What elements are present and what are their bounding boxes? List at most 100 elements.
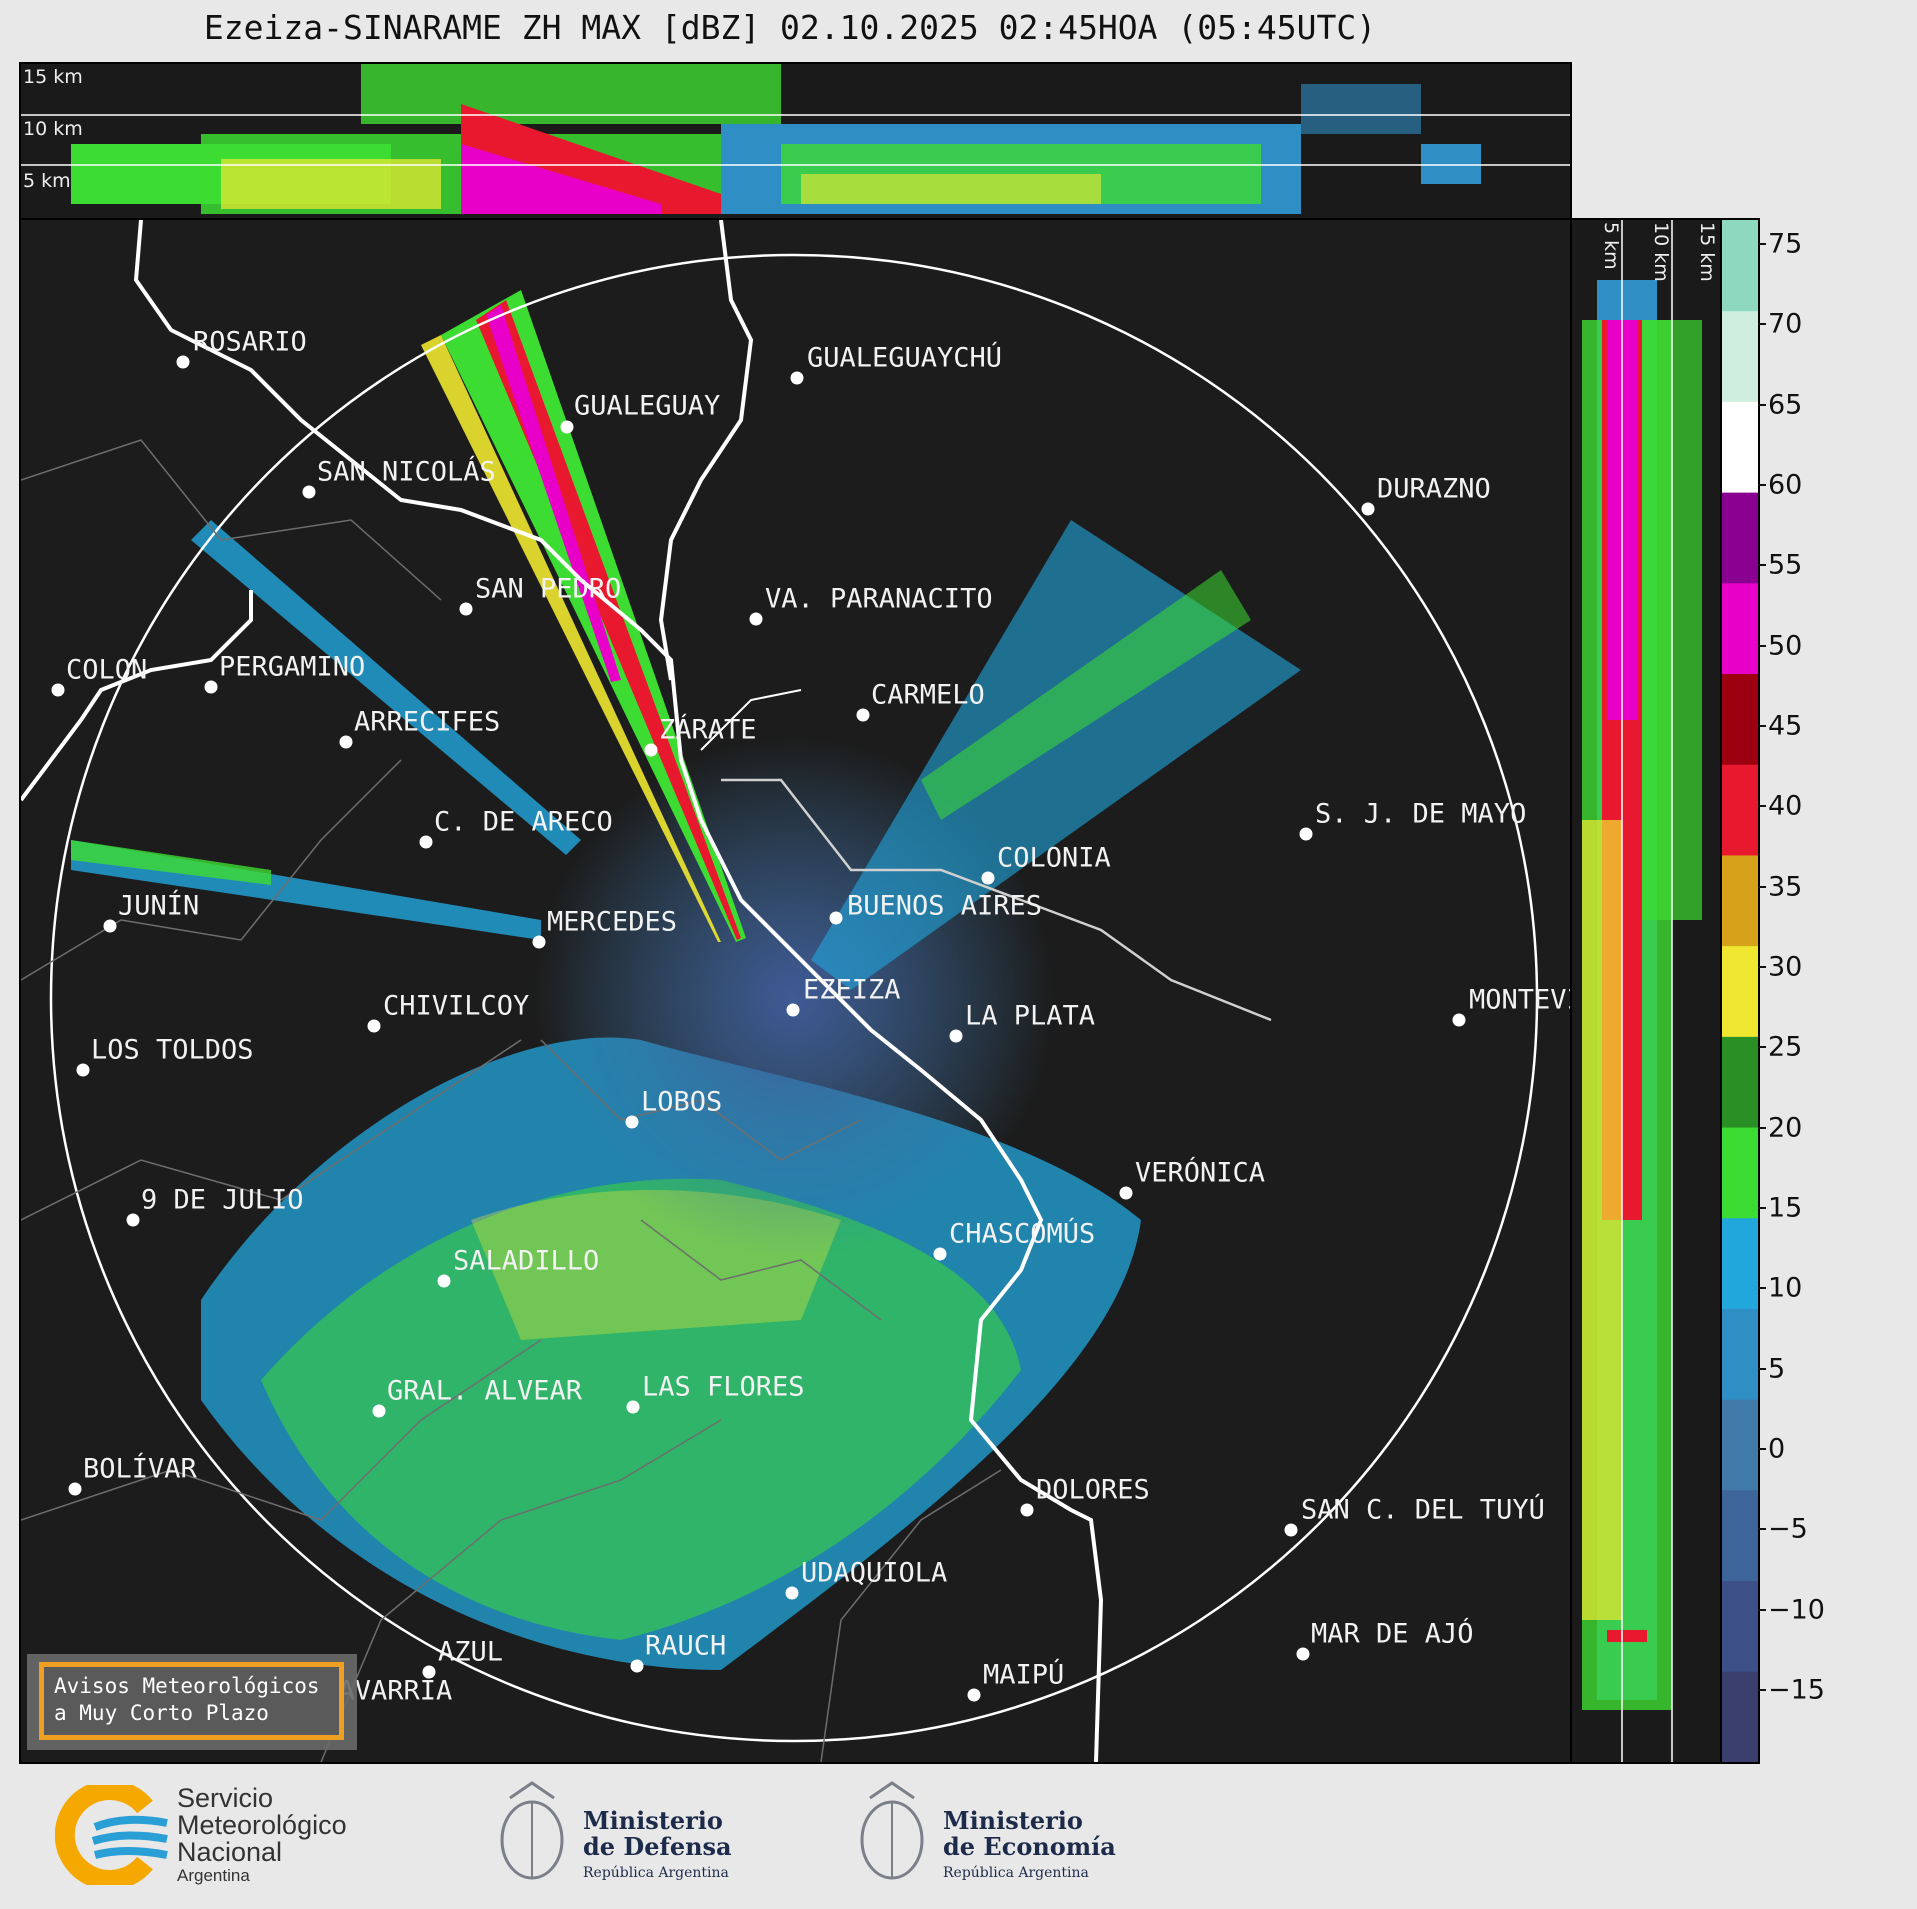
colorbar-tick-label: 65 [1768,389,1803,421]
city-label: ROSARIO [193,326,307,358]
economia-line2: de Economía [943,1832,1116,1861]
colorbar-tick-mark [1758,1046,1766,1049]
city-label: GRAL. ALVEAR [387,1375,583,1407]
colorbar-tick-label: 20 [1768,1112,1803,1144]
colorbar-tick-mark [1758,966,1766,968]
colorbar-tick-label: −15 [1768,1674,1825,1706]
colorbar-segment [1722,1036,1758,1128]
colorbar-tick-label: 75 [1768,228,1803,260]
city-marker [459,602,473,616]
city-marker [339,735,353,749]
defensa-logo: Ministerio de Defensa República Argentin… [495,1778,755,1898]
city-marker [68,1482,82,1496]
city-marker [749,612,763,626]
colorbar-segment [1722,310,1758,402]
colorbar-tick-mark [1758,403,1766,406]
defensa-line3: República Argentina [583,1865,729,1881]
city-label: AZUL [438,1636,504,1668]
economia-line3: República Argentina [943,1865,1089,1881]
city-marker [367,1019,381,1033]
city-label: C. DE ARECO [434,806,613,838]
city-marker [1020,1503,1034,1517]
city-label: MONTEVIDEO [1469,984,1570,1016]
top-cross-section-image [21,64,1570,214]
city-label: CHASCOMÚS [949,1218,1096,1250]
city-marker [786,1003,800,1017]
defensa-line2: de Defensa [583,1832,732,1861]
city-marker [1452,1013,1466,1027]
city-label: S. J. DE MAYO [1315,798,1527,830]
city-label: UDAQUIOLA [801,1557,948,1589]
economia-line1: Ministerio [943,1806,1083,1835]
colorbar-tick-label: 25 [1768,1031,1803,1063]
colorbar-tick-mark [1758,1367,1766,1370]
colorbar-segment [1722,1127,1758,1219]
city-marker [630,1659,644,1673]
city-label: GUALEGUAY [574,390,721,422]
city-marker [1299,827,1313,841]
city-label: CARMELO [871,679,985,711]
city-marker [176,355,190,369]
colorbar-segment [1722,220,1758,312]
colorbar-segment [1722,492,1758,584]
defensa-line1: Ministerio [583,1806,723,1835]
colorbar-tick-label: 30 [1768,951,1803,983]
colorbar-segment [1722,764,1758,856]
city-label: DURAZNO [1377,473,1491,505]
colorbar-tick-label: 50 [1768,630,1803,662]
city-label: SAN NICOLÁS [317,456,496,488]
city-marker [302,485,316,499]
smn-logo-line2: Meteorológico [177,1810,347,1840]
city-label: LOBOS [641,1086,723,1118]
smn-logo-line4: Argentina [177,1866,250,1885]
avisos-line2: a Muy Corto Plazo [54,1701,269,1725]
city-label: LA PLATA [965,1000,1096,1032]
colorbar-tick-mark [1758,1126,1766,1129]
colorbar-tick-label: 10 [1768,1272,1803,1304]
city-label: COLONIA [997,842,1111,874]
city-label: MAIPÚ [983,1659,1065,1691]
smn-logo: Servicio Meteorológico Nacional Argentin… [55,1785,455,1885]
city-label: DOLORES [1036,1474,1150,1506]
colorbar-tick-mark [1758,484,1766,486]
city-marker [1296,1647,1310,1661]
colorbar-tick-mark [1758,1608,1766,1611]
smn-logo-line1: Servicio [177,1783,274,1813]
city-label: COLON [66,654,148,686]
height-label-5km-vertical: 5 km [1600,222,1622,270]
city-label: SAN PEDRO [475,573,622,605]
colorbar-segment [1722,854,1758,947]
city-marker [51,683,65,697]
city-marker [437,1274,451,1288]
height-label-10km-vertical: 10 km [1650,222,1672,282]
city-label: PERGAMINO [219,651,366,683]
colorbar-tick-mark [1758,885,1766,888]
smn-logo-line3: Nacional [177,1837,283,1867]
city-marker [625,1115,639,1129]
colorbar-segment [1722,1671,1758,1762]
city-label: BUENOS AIRES [847,890,1043,922]
city-marker [422,1665,436,1679]
right-cross-section-panel: 5 km 10 km 15 km [1570,218,1723,1764]
colorbar-segment [1722,401,1758,493]
city-label: JUNÍN [118,890,200,922]
colorbar-tick-mark [1758,805,1766,808]
colorbar-tick-label: 0 [1768,1433,1786,1465]
colorbar-tick-label: 45 [1768,710,1803,742]
avisos-button[interactable]: Avisos Meteorológicos a Muy Corto Plazo [39,1662,344,1740]
city-label: GUALEGUAYCHÚ [807,342,1003,374]
city-marker [933,1247,947,1261]
colorbar-tick-mark [1758,323,1766,326]
colorbar-segment [1722,1217,1758,1309]
city-label: VERÓNICA [1135,1157,1266,1189]
city-marker [644,743,658,757]
city-marker [103,919,117,933]
city-label: 9 DE JULIO [141,1184,304,1216]
city-label: ZÁRATE [659,714,757,746]
avisos-line1: Avisos Meteorológicos [54,1674,320,1698]
city-marker [626,1400,640,1414]
city-marker [981,871,995,885]
radar-reflectivity-image [21,220,1539,1762]
economia-logo: Ministerio de Economía República Argenti… [855,1778,1135,1898]
coat-of-arms-icon [500,1781,564,1880]
